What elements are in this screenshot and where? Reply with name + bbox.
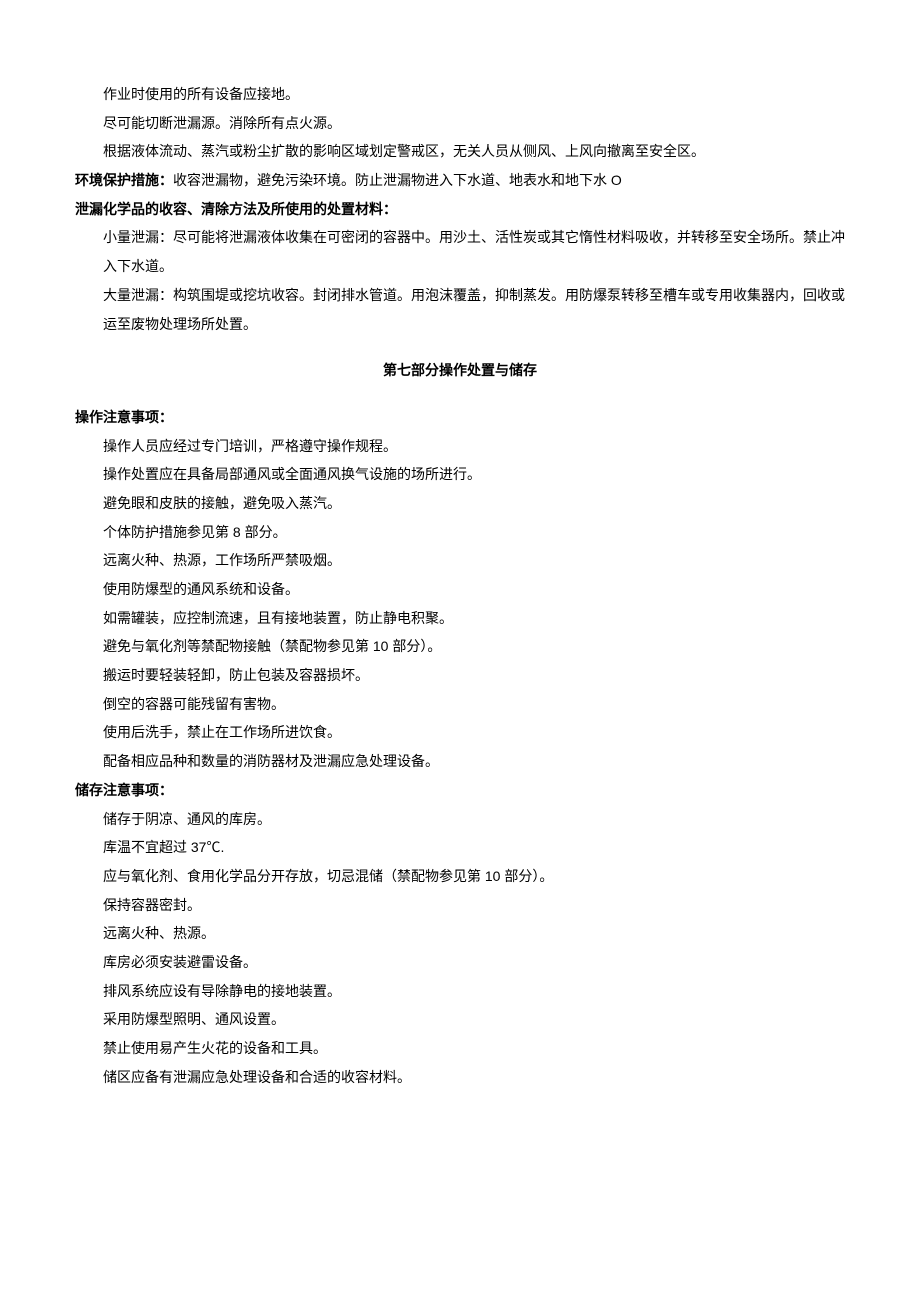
- handling-item: 倒空的容器可能残留有害物。: [103, 690, 845, 719]
- storage-item: 远离火种、热源。: [103, 919, 845, 948]
- spill-small: 小量泄漏：尽可能将泄漏液体收集在可密闭的容器中。用沙土、活性炭或其它惰性材料吸收…: [103, 223, 845, 280]
- storage-item: 排风系统应设有导除静电的接地装置。: [103, 977, 845, 1006]
- handling-item: 使用防爆型的通风系统和设备。: [103, 575, 845, 604]
- top-line: 尽可能切断泄漏源。消除所有点火源。: [103, 109, 845, 138]
- section7-title: 第七部分操作处置与储存: [75, 356, 845, 385]
- top-block: 作业时使用的所有设备应接地。 尽可能切断泄漏源。消除所有点火源。 根据液体流动、…: [75, 80, 845, 166]
- storage-item: 保持容器密封。: [103, 891, 845, 920]
- handling-item: 如需罐装，应控制流速，且有接地装置，防止静电积聚。: [103, 604, 845, 633]
- env-protection-text: 收容泄漏物，避免污染环境。防止泄漏物进入下水道、地表水和地下水 O: [173, 172, 622, 188]
- handling-item: 个体防护措施参见第 8 部分。: [103, 518, 845, 547]
- storage-item: 应与氧化剂、食用化学品分开存放，切忌混储（禁配物参见第 10 部分）。: [103, 862, 845, 891]
- spill-large: 大量泄漏：构筑围堤或挖坑收容。封闭排水管道。用泡沫覆盖，抑制蒸发。用防爆泵转移至…: [103, 281, 845, 338]
- storage-item: 储区应备有泄漏应急处理设备和合适的收容材料。: [103, 1063, 845, 1092]
- storage-item: 库房必须安装避雷设备。: [103, 948, 845, 977]
- storage-item: 储存于阴凉、通风的库房。: [103, 805, 845, 834]
- top-line: 作业时使用的所有设备应接地。: [103, 80, 845, 109]
- handling-item: 避免眼和皮肤的接触，避免吸入蒸汽。: [103, 489, 845, 518]
- handling-item: 操作人员应经过专门培训，严格遵守操作规程。: [103, 432, 845, 461]
- storage-items: 储存于阴凉、通风的库房。 库温不宜超过 37℃. 应与氧化剂、食用化学品分开存放…: [75, 805, 845, 1092]
- handling-item: 远离火种、热源，工作场所严禁吸烟。: [103, 546, 845, 575]
- handling-label: 操作注意事项：: [75, 403, 845, 432]
- spill-cleanup-body: 小量泄漏：尽可能将泄漏液体收集在可密闭的容器中。用沙土、活性炭或其它惰性材料吸收…: [75, 223, 845, 338]
- top-line: 根据液体流动、蒸汽或粉尘扩散的影响区域划定警戒区，无关人员从侧风、上风向撤离至安…: [103, 137, 845, 166]
- handling-item: 搬运时要轻装轻卸，防止包装及容器损坏。: [103, 661, 845, 690]
- handling-item: 操作处置应在具备局部通风或全面通风换气设施的场所进行。: [103, 460, 845, 489]
- handling-item: 配备相应品种和数量的消防器材及泄漏应急处理设备。: [103, 747, 845, 776]
- spill-cleanup-label: 泄漏化学品的收容、清除方法及所使用的处置材料：: [75, 195, 845, 224]
- handling-item: 避免与氧化剂等禁配物接触（禁配物参见第 10 部分）。: [103, 632, 845, 661]
- env-protection-label: 环境保护措施：: [75, 172, 173, 188]
- storage-item: 库温不宜超过 37℃.: [103, 833, 845, 862]
- handling-items: 操作人员应经过专门培训，严格遵守操作规程。 操作处置应在具备局部通风或全面通风换…: [75, 432, 845, 776]
- handling-item: 使用后洗手，禁止在工作场所进饮食。: [103, 718, 845, 747]
- storage-item: 采用防爆型照明、通风设置。: [103, 1005, 845, 1034]
- storage-item: 禁止使用易产生火花的设备和工具。: [103, 1034, 845, 1063]
- storage-label: 储存注意事项：: [75, 776, 845, 805]
- env-protection-row: 环境保护措施：收容泄漏物，避免污染环境。防止泄漏物进入下水道、地表水和地下水 O: [75, 166, 845, 195]
